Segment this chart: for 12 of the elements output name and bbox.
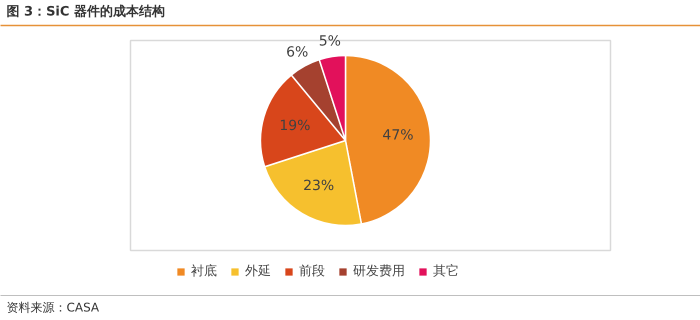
legend-label: 外延 — [245, 263, 271, 280]
data-label: 19% — [279, 118, 310, 134]
data-label: 6% — [286, 44, 308, 61]
data-label: 47% — [382, 128, 414, 144]
text: 资料来源：CASA — [6, 300, 100, 314]
legend-label: 前段 — [299, 263, 325, 280]
data-label: 23% — [303, 178, 334, 194]
legend-label: 研发费用 — [353, 263, 405, 280]
legend-label: 衬底 — [191, 263, 217, 280]
chart-title: 图 3：SiC 器件的成本结构 — [6, 4, 165, 20]
legend-label: 其它 — [433, 263, 459, 280]
data-label: 5% — [318, 33, 341, 50]
